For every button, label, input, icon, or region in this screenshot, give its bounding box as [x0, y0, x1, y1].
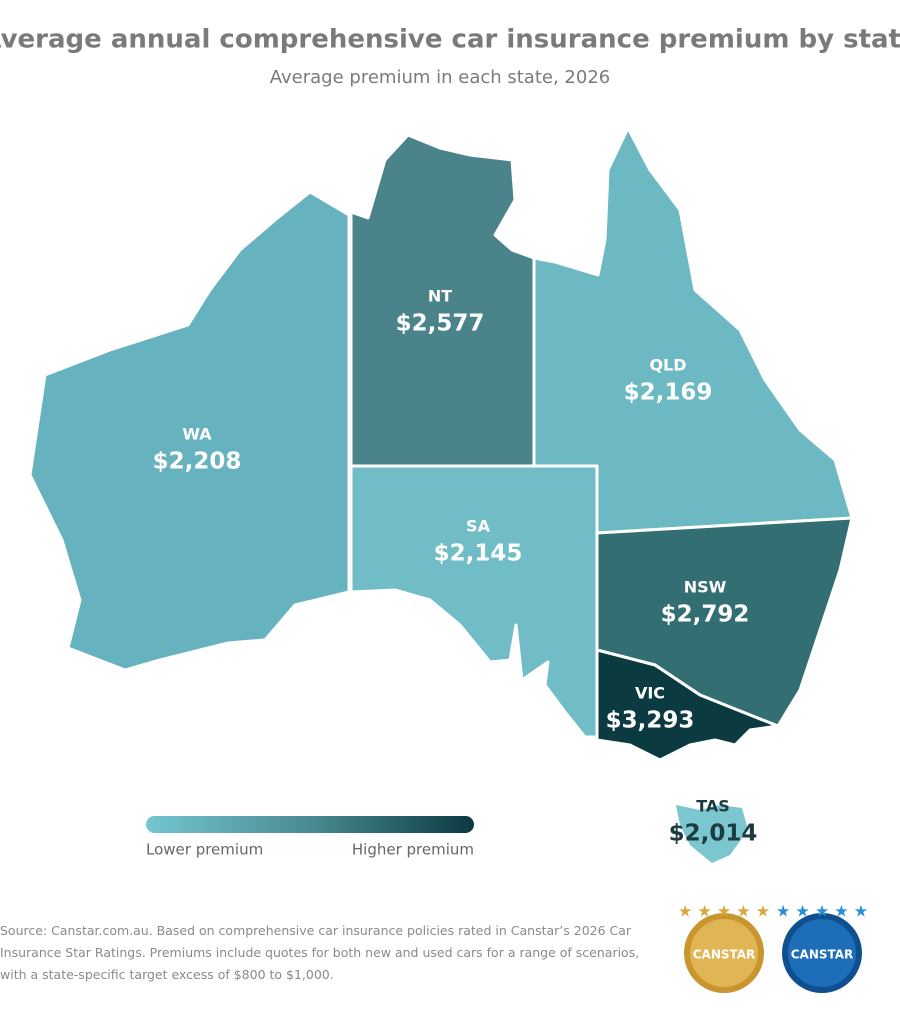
state-value: $2,145: [434, 541, 523, 567]
state: [595, 648, 780, 762]
state-name: QLD: [649, 356, 686, 375]
state: [676, 805, 748, 863]
state-value: $2,577: [396, 311, 485, 337]
state-name: VIC: [635, 684, 665, 703]
logo: CANSTAR ★ ★ ★ ★ ★ CANSTAR ★ ★ ★ ★ ★: [678, 902, 868, 993]
legend-low: Lower premium: [146, 841, 263, 859]
state-name: TAS: [696, 797, 730, 816]
state-value: $2,208: [153, 449, 242, 475]
state: [349, 464, 599, 739]
state-name: SA: [466, 517, 491, 536]
title: Average annual comprehensive car insuran…: [0, 25, 900, 55]
state-name: NT: [428, 287, 452, 306]
svg-text:★ ★ ★ ★ ★: ★ ★ ★ ★ ★: [678, 902, 770, 921]
logo-text: CANSTAR: [791, 948, 854, 962]
state-name: NSW: [684, 578, 727, 597]
state-name: WA: [182, 425, 212, 444]
source-note: Source: Canstar.com.au. Based on compreh…: [0, 923, 640, 982]
subtitle: Average premium in each state, 2026: [270, 67, 610, 88]
svg-text:★ ★ ★ ★ ★: ★ ★ ★ ★ ★: [776, 902, 868, 921]
state-value: $2,169: [624, 380, 713, 406]
state-value: $3,293: [606, 708, 695, 734]
state: [28, 190, 351, 672]
state-value: $2,014: [669, 821, 758, 847]
state-value: $2,792: [661, 602, 750, 628]
logo-text: CANSTAR: [693, 948, 756, 962]
legend-high: Higher premium: [352, 841, 474, 859]
legend-bar: [146, 816, 474, 833]
